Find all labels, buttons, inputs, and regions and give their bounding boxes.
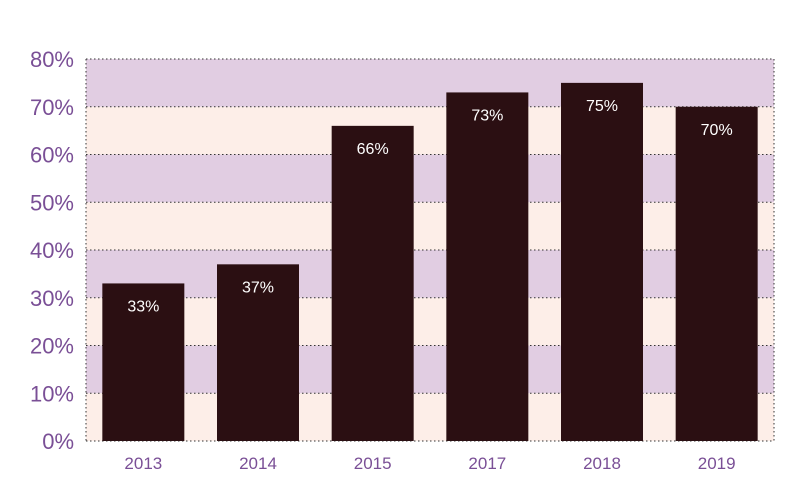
x-tick-label-2014: 2014 xyxy=(239,454,277,473)
bar-2017 xyxy=(446,92,529,442)
y-tick-label: 10% xyxy=(30,381,74,406)
x-tick-label-2018: 2018 xyxy=(583,454,621,473)
band-60-70 xyxy=(86,106,774,155)
data-label-2019: 70% xyxy=(701,122,733,139)
band-0-10 xyxy=(86,393,774,441)
x-tick-label-2015: 2015 xyxy=(354,454,392,473)
band-20-30 xyxy=(86,297,774,346)
y-tick-label: 0% xyxy=(42,429,74,454)
gridlines xyxy=(85,58,775,442)
y-tick-label: 20% xyxy=(30,334,74,359)
data-label-2017: 73% xyxy=(471,107,503,124)
y-tick-label: 30% xyxy=(30,286,74,311)
bar-2014 xyxy=(217,264,299,441)
x-tick-label-2019: 2019 xyxy=(698,454,736,473)
y-axis: 0% 10% 20% 30% 40% 50% 60% 70% 80% xyxy=(30,47,74,454)
y-tick-label: 50% xyxy=(30,190,74,215)
band-40-50 xyxy=(86,202,774,250)
y-tick-label: 70% xyxy=(30,95,74,120)
x-axis: 2013 2014 2015 2017 2018 2019 xyxy=(124,454,735,473)
background-bands xyxy=(86,59,774,441)
y-tick-label: 40% xyxy=(30,238,74,263)
y-tick-label: 60% xyxy=(30,143,74,168)
data-label-2018: 75% xyxy=(586,98,618,115)
bar-2013 xyxy=(102,283,185,441)
data-label-2013: 33% xyxy=(127,298,159,315)
data-label-2014: 37% xyxy=(242,279,274,296)
y-tick-label: 80% xyxy=(30,47,74,72)
band-50-60 xyxy=(86,154,774,203)
band-30-40 xyxy=(86,250,774,298)
bars: 33% 37% 66% 73% 75% 70% xyxy=(102,82,758,442)
bar-2015 xyxy=(331,125,414,441)
x-tick-label-2017: 2017 xyxy=(468,454,506,473)
band-10-20 xyxy=(86,345,774,394)
x-tick-label-2013: 2013 xyxy=(124,454,162,473)
bar-2018 xyxy=(561,82,643,441)
band-70-80 xyxy=(86,59,774,107)
data-label-2015: 66% xyxy=(357,141,389,158)
bar-2019 xyxy=(675,106,758,441)
